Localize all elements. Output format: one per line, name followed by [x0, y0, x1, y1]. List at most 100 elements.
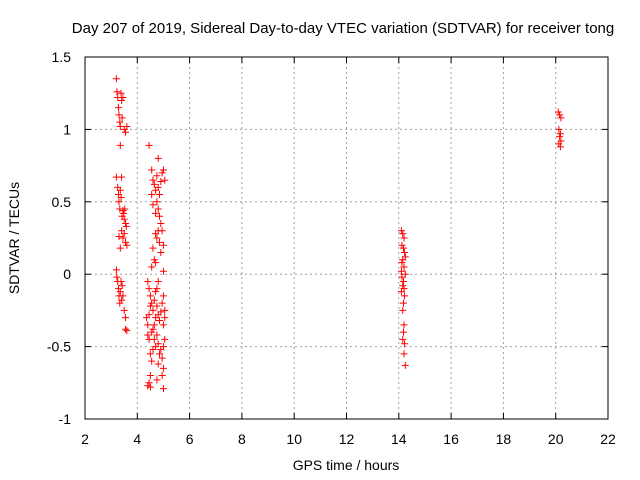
data-point [115, 198, 123, 206]
data-point [556, 133, 564, 141]
data-point [150, 321, 158, 329]
data-point [146, 383, 154, 391]
data-point [398, 241, 406, 249]
y-tick-label: -1 [59, 411, 72, 427]
data-point [159, 241, 167, 249]
data-point [120, 209, 128, 217]
data-point [158, 372, 166, 380]
data-point [157, 220, 165, 228]
data-point [154, 277, 162, 285]
data-point [399, 230, 407, 238]
data-point [116, 288, 124, 296]
data-point [118, 173, 126, 181]
data-point [401, 340, 409, 348]
data-point [145, 311, 153, 319]
data-point [146, 372, 154, 380]
x-tick-label: 22 [600, 431, 616, 447]
data-point [116, 186, 124, 194]
data-point [154, 183, 162, 191]
data-point [144, 277, 152, 285]
data-point [148, 166, 156, 174]
chart-title: Day 207 of 2019, Sidereal Day-to-day VTE… [72, 20, 614, 37]
data-point [159, 385, 167, 393]
data-point [148, 357, 156, 365]
data-point [114, 104, 122, 112]
data-point [158, 354, 166, 362]
y-tick-label: 0 [63, 266, 71, 282]
data-point [152, 314, 160, 322]
data-point [122, 128, 130, 136]
x-tick-label: 8 [238, 431, 246, 447]
data-point [159, 321, 167, 329]
data-point [159, 343, 167, 351]
data-point [149, 176, 157, 184]
data-point [556, 130, 564, 138]
x-tick-label: 20 [548, 431, 564, 447]
data-point [113, 273, 121, 281]
data-point [153, 376, 161, 384]
data-point [120, 215, 128, 223]
data-point [158, 299, 166, 307]
data-point [150, 296, 158, 304]
data-point [161, 176, 169, 184]
data-point [150, 256, 158, 264]
data-point [161, 306, 169, 314]
data-point [119, 234, 127, 242]
data-point [117, 193, 125, 201]
x-tick-label: 2 [81, 431, 89, 447]
x-tick-label: 18 [496, 431, 512, 447]
data-point [115, 233, 123, 241]
data-point [157, 308, 165, 316]
data-point [123, 327, 131, 335]
data-point [148, 328, 156, 336]
x-tick-label: 6 [186, 431, 194, 447]
data-point [397, 227, 405, 235]
data-point [122, 314, 130, 322]
data-point [154, 360, 162, 368]
data-point [149, 325, 157, 333]
data-points [112, 75, 565, 393]
data-point [154, 340, 162, 348]
data-point [112, 266, 120, 274]
data-point [400, 277, 408, 285]
data-point [554, 108, 562, 116]
data-point [118, 282, 126, 290]
data-point [154, 227, 162, 235]
data-point [115, 111, 123, 119]
data-point [400, 321, 408, 329]
data-point [157, 178, 165, 186]
data-point [117, 89, 125, 97]
data-point [398, 273, 406, 281]
x-tick-label: 4 [133, 431, 141, 447]
data-point [401, 270, 409, 278]
data-point [401, 248, 409, 256]
data-point [123, 123, 131, 131]
data-point [152, 209, 160, 217]
data-point [154, 205, 162, 213]
data-point [156, 238, 164, 246]
data-point [400, 350, 408, 358]
x-tick-label: 10 [286, 431, 302, 447]
data-point [399, 335, 407, 343]
data-point [156, 212, 164, 220]
data-point [118, 114, 126, 122]
plot-frame [84, 56, 609, 420]
data-point [161, 335, 169, 343]
data-point [154, 154, 162, 162]
data-point [161, 314, 169, 322]
data-point [146, 292, 154, 300]
data-point [116, 141, 124, 149]
data-point [149, 306, 157, 314]
data-point [148, 191, 156, 199]
data-point [144, 321, 152, 329]
data-point [150, 180, 158, 188]
data-point [152, 259, 160, 267]
data-point [156, 191, 164, 199]
data-point [145, 141, 153, 149]
tick-labels: 2 4 6 8 10 12 14 16 18 20 22 1.5 1 0.5 0 -0.5 -1 [47, 49, 616, 447]
y-axis-label: SDTVAR / TECUs [6, 182, 22, 294]
y-tick-label: 1 [63, 121, 71, 137]
data-point [401, 292, 409, 300]
data-point [119, 292, 127, 300]
